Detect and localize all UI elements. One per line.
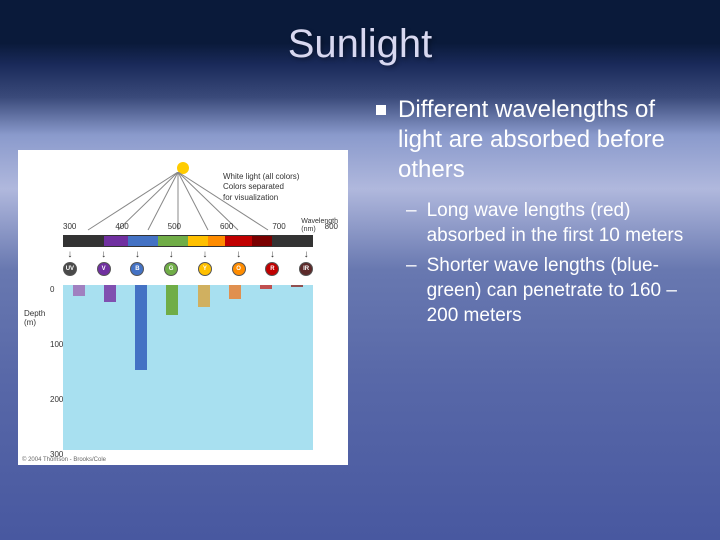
wavelength-tick: 400 (115, 222, 128, 231)
depth-axis: Depth (m) 0100200300 (24, 280, 60, 450)
wavelength-tick: 300 (63, 222, 76, 231)
top-label-3: for visualization (223, 193, 299, 203)
arrow-down-icon: ↓ (236, 250, 241, 260)
water-area (63, 285, 313, 450)
band-item: ↓O (222, 250, 256, 278)
spectrum-penetration-diagram: White light (all colors) Colors separate… (18, 150, 348, 465)
dash-icon: – (406, 254, 417, 328)
arrow-down-icon: ↓ (67, 250, 72, 260)
content-row: White light (all colors) Colors separate… (0, 95, 720, 465)
arrow-down-icon: ↓ (135, 250, 140, 260)
wavelength-ticks: 300400500600700800 (63, 222, 338, 231)
penetration-bar (166, 285, 178, 315)
band-item: ↓Y (188, 250, 222, 278)
wavelength-tick: 700 (272, 222, 285, 231)
sub-bullet-list: – Long wave lengths (red) absorbed in th… (406, 199, 696, 328)
slide-title: Sunlight (288, 22, 433, 67)
penetration-bar (260, 285, 272, 289)
sub-bullet: – Shorter wave lengths (blue-green) can … (406, 254, 696, 328)
main-bullet: Different wavelengths of light are absor… (376, 95, 696, 185)
band-item: ↓G (154, 250, 188, 278)
band-item: ↓B (121, 250, 155, 278)
sub-bullet-text: Long wave lengths (red) absorbed in the … (427, 199, 696, 248)
band-circle: IR (299, 262, 313, 276)
spectrum-segment (208, 236, 225, 246)
spectrum-segment (104, 236, 127, 246)
band-circle: Y (198, 262, 212, 276)
arrow-down-icon: ↓ (101, 250, 106, 260)
arrow-down-icon: ↓ (304, 250, 309, 260)
depth-tick: 100 (50, 340, 63, 349)
copyright: © 2004 Thomson - Brooks/Cole (22, 457, 106, 463)
spectrum-segment (64, 236, 104, 246)
band-circle: B (130, 262, 144, 276)
penetration-bar (135, 285, 147, 370)
band-item: ↓ UV (53, 250, 87, 278)
sub-bullet: – Long wave lengths (red) absorbed in th… (406, 199, 696, 248)
wavelength-tick: 600 (220, 222, 233, 231)
depth-tick: 0 (50, 285, 54, 294)
arrow-down-icon: ↓ (202, 250, 207, 260)
dash-icon: – (406, 199, 417, 248)
top-labels: White light (all colors) Colors separate… (223, 172, 299, 203)
penetration-bar (291, 285, 303, 287)
spectrum-segment (128, 236, 158, 246)
band-item: ↓V (87, 250, 121, 278)
penetration-bar (73, 285, 85, 296)
band-circle: O (232, 262, 246, 276)
top-label-1: White light (all colors) (223, 172, 299, 182)
penetration-bar (229, 285, 241, 299)
band-circle: G (164, 262, 178, 276)
band-circle: UV (63, 262, 77, 276)
arrow-down-icon: ↓ (270, 250, 275, 260)
spectrum-segment (252, 236, 272, 246)
penetration-bar (198, 285, 210, 307)
penetration-bar (104, 285, 116, 302)
wavelength-unit: Wavelength (nm) (301, 218, 338, 233)
sub-bullet-text: Shorter wave lengths (blue-green) can pe… (427, 254, 696, 328)
wavelength-tick: 500 (168, 222, 181, 231)
spectrum-bar (63, 235, 313, 247)
bullet-square-icon (376, 105, 386, 115)
band-row: ↓UV↓V↓B↓G↓Y↓O↓R↓IR (53, 250, 323, 278)
spectrum-segment (225, 236, 252, 246)
band-circle: R (265, 262, 279, 276)
arrow-down-icon: ↓ (169, 250, 174, 260)
spectrum-segment (188, 236, 208, 246)
text-column: Different wavelengths of light are absor… (348, 95, 720, 465)
band-item: ↓ IR (289, 250, 323, 278)
depth-tick: 200 (50, 395, 63, 404)
band-item: ↓R (256, 250, 290, 278)
main-bullet-text: Different wavelengths of light are absor… (398, 95, 696, 185)
band-circle: V (97, 262, 111, 276)
spectrum-segment (158, 236, 188, 246)
top-label-2: Colors separated (223, 182, 299, 192)
spectrum-segment (272, 236, 312, 246)
